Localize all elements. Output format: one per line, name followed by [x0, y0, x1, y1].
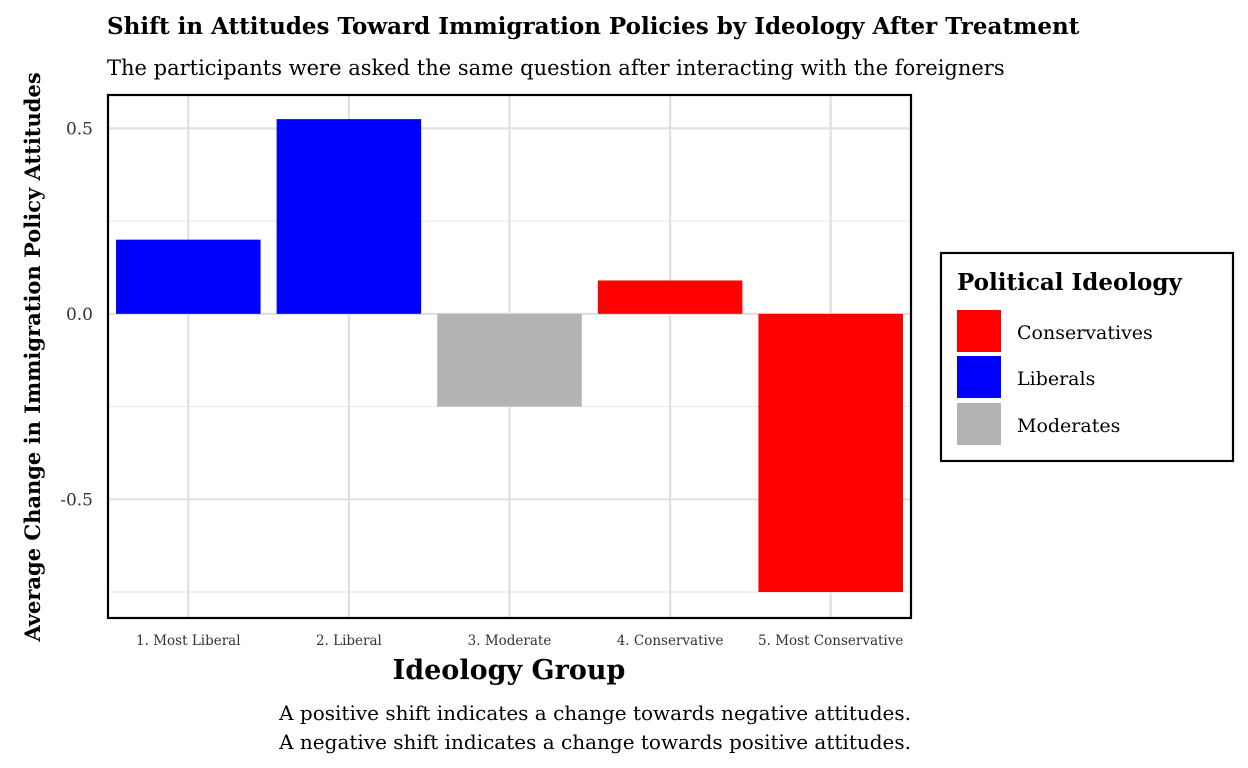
plot-border — [106, 93, 913, 620]
x-tick-label-1: 1. Most Liberal — [136, 633, 241, 649]
legend-label-conservatives: Conservatives — [1017, 322, 1153, 344]
legend-swatch-conservatives — [957, 310, 1001, 352]
legend-title: Political Ideology — [957, 269, 1182, 296]
legend-label-moderates: Moderates — [1017, 415, 1120, 437]
chart-title: Shift in Attitudes Toward Immigration Po… — [107, 13, 1080, 40]
x-tick-label-5: 5. Most Conservative — [758, 633, 903, 649]
x-tick-label-2: 2. Liberal — [316, 633, 382, 649]
y-tick-label-1: 0.0 — [66, 305, 93, 325]
y-axis-label: Average Change in Immigration Policy Att… — [20, 72, 45, 642]
x-tick-label-3: 3. Moderate — [468, 633, 552, 649]
bar-3 — [437, 313, 582, 407]
bar-4 — [597, 280, 743, 314]
legend-label-liberals: Liberals — [1017, 368, 1095, 390]
chart-subtitle: The participants were asked the same que… — [107, 56, 1005, 80]
legend-swatch-moderates — [957, 403, 1001, 445]
bar-5 — [758, 313, 903, 593]
y-tick-label-0: 0.5 — [66, 119, 93, 139]
caption-line-2: A negative shift indicates a change towa… — [278, 730, 911, 754]
bar-1 — [116, 239, 261, 314]
bar-2 — [276, 119, 422, 314]
y-tick-label-2: -0.5 — [60, 490, 93, 510]
caption-line-1: A positive shift indicates a change towa… — [278, 701, 911, 725]
x-tick-label-4: 4. Conservative — [617, 633, 724, 649]
bars — [116, 119, 903, 593]
legend-swatch-liberals — [957, 356, 1001, 398]
x-axis-ticks: 1. Most Liberal 2. Liberal 3. Moderate 4. C… — [136, 633, 903, 649]
legend: Political Ideology Conservatives Liberal… — [939, 251, 1235, 463]
y-axis-ticks: 0.5 0.0 -0.5 — [60, 119, 93, 510]
x-axis-label: Ideology Group — [393, 655, 626, 686]
